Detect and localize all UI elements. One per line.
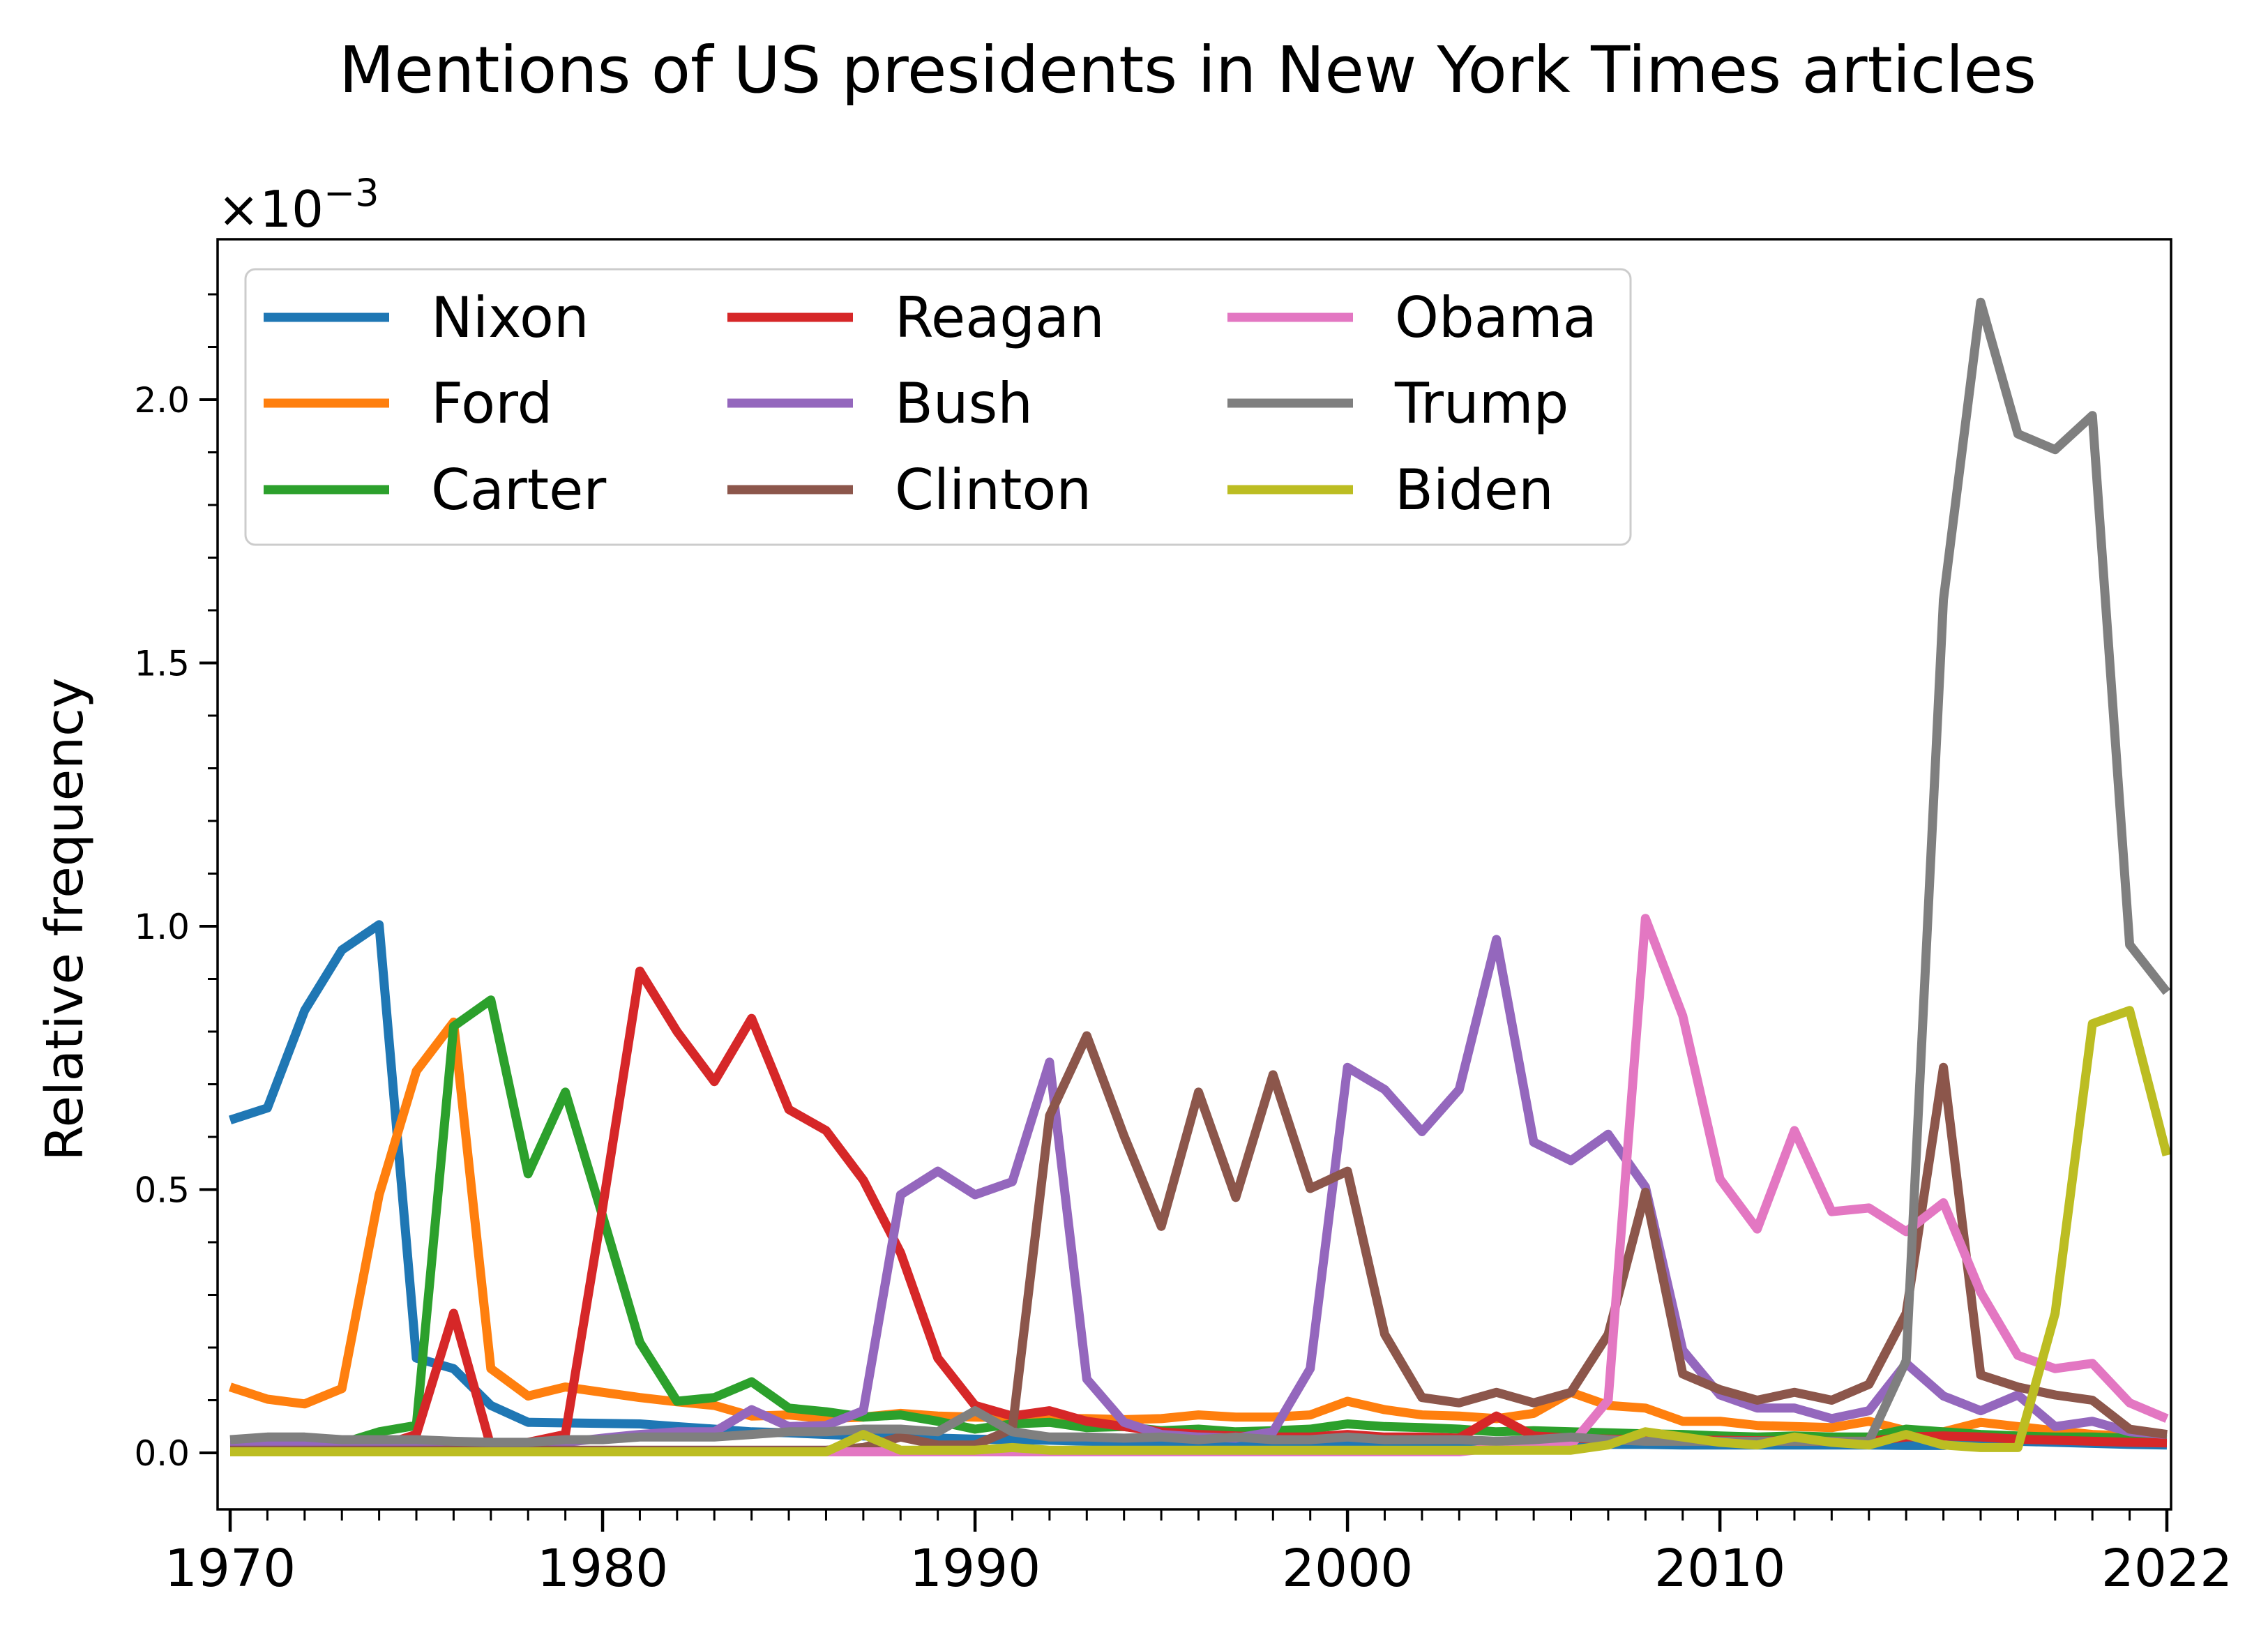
series-line-biden [230, 1006, 2171, 1456]
y-tick-label: 1.5 [134, 644, 190, 684]
legend-item-carter: Carter [264, 458, 606, 522]
svg-text:×10−3: ×10−3 [218, 171, 379, 239]
axes: 0.0 0.5 1.0 1.5 2.0 1970 1980 1990 2000 2010 2022 [134, 238, 2232, 1599]
y-tick-label: 2.0 [134, 380, 190, 421]
legend-label: Clinton [895, 458, 1091, 522]
legend-label: Bush [895, 371, 1033, 436]
legend-label: Nixon [431, 285, 589, 350]
legend-item-trump: Trump [1227, 371, 1568, 436]
legend-label: Ford [431, 371, 552, 436]
legend-box [244, 268, 1632, 546]
x-tick-label: 1980 [537, 1539, 668, 1599]
y-axis-label: Relative frequency [35, 677, 95, 1161]
x-tick-label: 1970 [165, 1539, 296, 1599]
legend-label: Carter [431, 458, 606, 522]
x-tick-label: 2010 [1654, 1539, 1785, 1599]
x-tick-label: 2000 [1282, 1539, 1413, 1599]
legend-label: Obama [1395, 285, 1597, 350]
legend: Nixon Ford Carter Reagan Bush Clinton Obama Tru… [244, 268, 1632, 546]
legend-item-biden: Biden [1227, 458, 1554, 522]
x-tick-label: 2022 [2101, 1539, 2232, 1599]
series-line-ford [228, 1017, 2168, 1442]
legend-item-bush: Bush [727, 371, 1033, 436]
legend-item-reagan: Reagan [727, 285, 1105, 350]
x-tick-label: 1990 [909, 1539, 1041, 1599]
legend-label: Trump [1394, 371, 1568, 436]
legend-item-obama: Obama [1227, 285, 1597, 350]
legend-item-clinton: Clinton [727, 458, 1091, 522]
chart-title: Mentions of US presidents in New York Ti… [339, 33, 2036, 107]
axis-offset-text: ×10−3 [218, 171, 379, 239]
y-tick-label: 0.0 [134, 1433, 190, 1474]
legend-label: Reagan [895, 285, 1105, 350]
legend-item-nixon: Nixon [264, 285, 589, 350]
plot-lines [228, 297, 2171, 1456]
legend-item-ford: Ford [264, 371, 552, 436]
series-line-carter [230, 995, 2168, 1452]
y-tick-label: 1.0 [134, 907, 190, 947]
y-tick-label: 0.5 [134, 1170, 190, 1211]
legend-label: Biden [1395, 458, 1554, 522]
